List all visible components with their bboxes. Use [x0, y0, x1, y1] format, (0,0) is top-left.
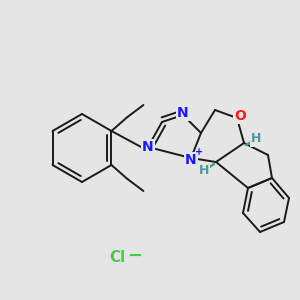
Text: H: H	[199, 164, 209, 176]
Text: −: −	[128, 247, 142, 265]
Text: H: H	[251, 133, 261, 146]
Text: O: O	[234, 109, 246, 123]
Text: N: N	[142, 140, 154, 154]
Text: N: N	[185, 153, 197, 167]
Text: N: N	[177, 106, 189, 120]
Text: Cl: Cl	[109, 250, 125, 266]
Text: +: +	[195, 147, 203, 157]
